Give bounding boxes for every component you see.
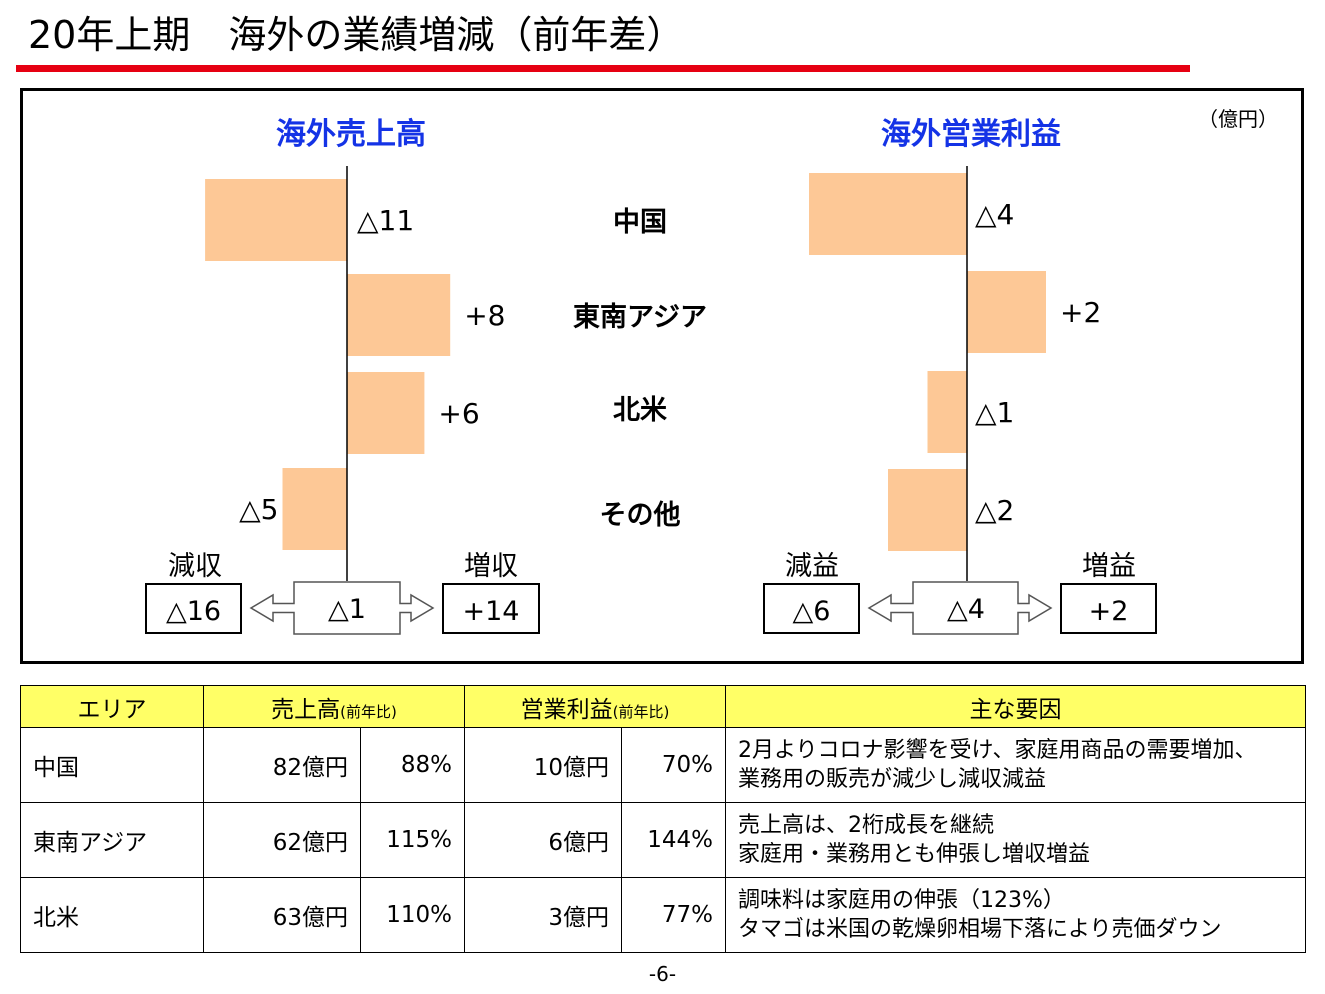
category-label: 東南アジア <box>573 302 707 333</box>
sales-data-label: +8 <box>464 299 505 332</box>
title-underline <box>16 65 1190 72</box>
sales-increase-value: +14 <box>463 596 520 627</box>
cell-reason: 売上高は、2桁成長を継続 家庭用・業務用とも伸張し増収増益 <box>725 802 1306 878</box>
category-label: 中国 <box>613 207 667 238</box>
header-sales: 売上高(前年比) <box>203 685 465 728</box>
header-profit: 営業利益(前年比) <box>464 685 726 728</box>
sales-bar <box>205 179 347 261</box>
table-row: 東南アジア 62億円 115% 6億円 144% 売上高は、2桁成長を継続 家庭用… <box>20 802 1306 878</box>
sales-bar <box>282 468 347 550</box>
cell-profit-pct: 144% <box>621 802 726 878</box>
cell-profit: 3億円 <box>464 877 622 953</box>
table-row: 北米 63億円 110% 3億円 77% 調味料は家庭用の伸張（123%） タマゴ… <box>20 877 1306 953</box>
cell-sales: 63億円 <box>203 877 361 953</box>
cell-profit: 6億円 <box>464 802 622 878</box>
cell-profit: 10億円 <box>464 727 622 803</box>
slide-title: 20年上期 海外の業績増減（前年差） <box>28 13 685 57</box>
sales-increase-box <box>442 583 540 634</box>
table-header-row: エリア 売上高(前年比) 営業利益(前年比) 主な要因 <box>20 685 1306 728</box>
sales-total-value: △1 <box>328 594 366 625</box>
sales-increase-label: 増収 <box>464 551 518 582</box>
category-label: その他 <box>600 500 681 531</box>
cell-reason: 2月よりコロナ影響を受け、家庭用商品の需要増加、 業務用の販売が減少し減収減益 <box>725 727 1306 803</box>
cell-area: 北米 <box>20 877 204 953</box>
profit-total-value: △4 <box>947 594 985 625</box>
chart-panel: 中国東南アジア北米その他 （億円） 海外売上高 △11 +8 +6 △5 減収 増収 △16 +14… <box>20 88 1304 664</box>
sales-data-label: △5 <box>239 493 278 526</box>
profit-total-arrow <box>867 581 1053 635</box>
cell-sales-pct: 110% <box>360 877 465 953</box>
profit-increase-value: +2 <box>1089 596 1129 627</box>
cell-sales-pct: 115% <box>360 802 465 878</box>
page-number: -6- <box>648 962 677 986</box>
category-label: 北米 <box>613 395 667 426</box>
cell-profit-pct: 77% <box>621 877 726 953</box>
sales-decrease-value: △16 <box>166 596 221 627</box>
profit-chart-title: 海外営業利益 <box>881 117 1061 152</box>
profit-bar <box>809 173 967 255</box>
profit-decrease-value: △6 <box>793 596 831 627</box>
sales-bar <box>347 274 451 356</box>
cell-reason: 調味料は家庭用の伸張（123%） タマゴは米国の乾燥卵相場下落により売価ダウン <box>725 877 1306 953</box>
profit-increase-label: 増益 <box>1082 551 1136 582</box>
area-summary-table: エリア 売上高(前年比) 営業利益(前年比) 主な要因 中国 82億円 88% … <box>20 685 1306 953</box>
profit-bar <box>927 371 967 453</box>
profit-increase-box <box>1060 583 1157 634</box>
sales-data-label: +6 <box>438 397 479 430</box>
sales-decrease-box <box>145 583 242 634</box>
profit-data-label: △2 <box>975 494 1014 527</box>
header-area: エリア <box>20 685 204 728</box>
profit-bar <box>888 469 967 551</box>
profit-decrease-label: 減益 <box>785 551 839 582</box>
sales-bar <box>347 372 425 454</box>
cell-area: 東南アジア <box>20 802 204 878</box>
profit-decrease-box <box>763 583 860 634</box>
cell-area: 中国 <box>20 727 204 803</box>
table-row: 中国 82億円 88% 10億円 70% 2月よりコロナ影響を受け、家庭用商品の… <box>20 727 1306 803</box>
profit-bar <box>967 271 1046 353</box>
profit-data-label: △4 <box>975 198 1014 231</box>
sales-chart-title: 海外売上高 <box>276 117 426 152</box>
cell-sales: 82億円 <box>203 727 361 803</box>
cell-profit-pct: 70% <box>621 727 726 803</box>
unit-label: （億円） <box>1198 107 1278 131</box>
profit-data-label: △1 <box>975 396 1014 429</box>
sales-decrease-label: 減収 <box>168 551 222 582</box>
cell-sales-pct: 88% <box>360 727 465 803</box>
profit-data-label: +2 <box>1060 296 1101 329</box>
sales-data-label: △11 <box>357 204 414 237</box>
header-reason: 主な要因 <box>725 685 1306 728</box>
sales-total-arrow <box>249 581 435 635</box>
cell-sales: 62億円 <box>203 802 361 878</box>
